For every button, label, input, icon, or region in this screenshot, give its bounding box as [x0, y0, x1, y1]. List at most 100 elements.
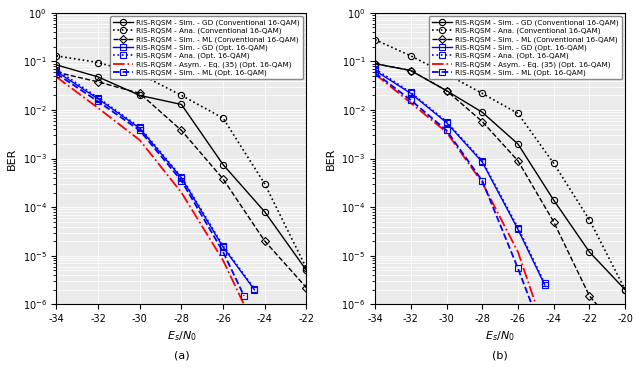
RIS-RQSM - Sim. - ML (Conventional 16-QAM) — [371, 62, 379, 66]
RIS-RQSM - Ana. (Conventional 16-QAM) — [94, 60, 102, 65]
RIS-RQSM - Sim. - ML (Opt. 16-QAM) — [136, 128, 143, 133]
RIS-RQSM - Sim. - ML (Conventional 16-QAM) — [94, 80, 102, 84]
RIS-RQSM - Sim. - GD (Opt. 16-QAM) — [220, 245, 227, 249]
Y-axis label: BER: BER — [326, 147, 335, 170]
RIS-RQSM - Asym. - Eq. (35) (Opt. 16-QAM) — [407, 100, 415, 105]
RIS-RQSM - Sim. - ML (Conventional 16-QAM) — [178, 128, 186, 133]
RIS-RQSM - Sim. - GD (Conventional 16-QAM) — [586, 250, 593, 254]
RIS-RQSM - Asym. - Eq. (35) (Opt. 16-QAM) — [532, 302, 540, 307]
RIS-RQSM - Sim. - GD (Conventional 16-QAM) — [407, 68, 415, 73]
Text: (b): (b) — [492, 351, 508, 361]
RIS-RQSM - Asym. - Eq. (35) (Opt. 16-QAM) — [52, 75, 60, 79]
RIS-RQSM - Sim. - GD (Conventional 16-QAM) — [178, 102, 186, 107]
RIS-RQSM - Sim. - ML (Opt. 16-QAM) — [478, 178, 486, 183]
RIS-RQSM - Sim. - GD (Conventional 16-QAM) — [478, 110, 486, 114]
RIS-RQSM - Ana. (Opt. 16-QAM) — [220, 244, 227, 248]
RIS-RQSM - Asym. - Eq. (35) (Opt. 16-QAM) — [220, 258, 227, 263]
RIS-RQSM - Sim. - ML (Opt. 16-QAM) — [443, 128, 451, 133]
RIS-RQSM - Sim. - ML (Conventional 16-QAM) — [621, 336, 629, 340]
RIS-RQSM - Sim. - ML (Opt. 16-QAM) — [240, 294, 248, 298]
RIS-RQSM - Sim. - GD (Conventional 16-QAM) — [550, 198, 557, 202]
RIS-RQSM - Sim. - ML (Opt. 16-QAM) — [514, 266, 522, 271]
RIS-RQSM - Asym. - Eq. (35) (Opt. 16-QAM) — [178, 190, 186, 195]
RIS-RQSM - Sim. - ML (Opt. 16-QAM) — [407, 98, 415, 102]
RIS-RQSM - Ana. (Conventional 16-QAM) — [220, 116, 227, 120]
Text: (a): (a) — [173, 351, 189, 361]
RIS-RQSM - Sim. - GD (Conventional 16-QAM) — [52, 63, 60, 67]
RIS-RQSM - Sim. - GD (Opt. 16-QAM) — [514, 227, 522, 232]
RIS-RQSM - Sim. - ML (Opt. 16-QAM) — [52, 71, 60, 76]
Line: RIS-RQSM - Ana. (Opt. 16-QAM): RIS-RQSM - Ana. (Opt. 16-QAM) — [372, 66, 548, 286]
RIS-RQSM - Asym. - Eq. (35) (Opt. 16-QAM) — [443, 130, 451, 134]
RIS-RQSM - Ana. (Opt. 16-QAM) — [136, 125, 143, 130]
RIS-RQSM - Sim. - GD (Opt. 16-QAM) — [371, 68, 379, 73]
RIS-RQSM - Ana. (Conventional 16-QAM) — [407, 54, 415, 58]
RIS-RQSM - Sim. - GD (Conventional 16-QAM) — [514, 142, 522, 146]
RIS-RQSM - Sim. - GD (Opt. 16-QAM) — [407, 91, 415, 96]
Legend: RIS-RQSM - Sim. - GD (Conventional 16-QAM), RIS-RQSM - Ana. (Conventional 16-QAM: RIS-RQSM - Sim. - GD (Conventional 16-QA… — [429, 16, 621, 79]
RIS-RQSM - Sim. - ML (Conventional 16-QAM) — [52, 70, 60, 75]
RIS-RQSM - Asym. - Eq. (35) (Opt. 16-QAM) — [240, 302, 248, 307]
RIS-RQSM - Sim. - GD (Conventional 16-QAM) — [303, 268, 310, 273]
Line: RIS-RQSM - Sim. - ML (Conventional 16-QAM): RIS-RQSM - Sim. - ML (Conventional 16-QA… — [53, 69, 310, 291]
RIS-RQSM - Sim. - ML (Opt. 16-QAM) — [371, 70, 379, 75]
RIS-RQSM - Sim. - ML (Conventional 16-QAM) — [586, 294, 593, 298]
RIS-RQSM - Sim. - ML (Conventional 16-QAM) — [407, 68, 415, 73]
RIS-RQSM - Ana. (Conventional 16-QAM) — [261, 182, 269, 186]
RIS-RQSM - Sim. - ML (Conventional 16-QAM) — [303, 285, 310, 290]
RIS-RQSM - Sim. - ML (Conventional 16-QAM) — [443, 88, 451, 93]
RIS-RQSM - Ana. (Conventional 16-QAM) — [514, 111, 522, 116]
RIS-RQSM - Sim. - ML (Opt. 16-QAM) — [94, 99, 102, 104]
RIS-RQSM - Sim. - ML (Conventional 16-QAM) — [220, 177, 227, 181]
Legend: RIS-RQSM - Sim. - GD (Conventional 16-QAM), RIS-RQSM - Ana. (Conventional 16-QAM: RIS-RQSM - Sim. - GD (Conventional 16-QA… — [110, 16, 303, 79]
Line: RIS-RQSM - Sim. - GD (Opt. 16-QAM): RIS-RQSM - Sim. - GD (Opt. 16-QAM) — [372, 68, 548, 288]
RIS-RQSM - Ana. (Opt. 16-QAM) — [94, 95, 102, 100]
RIS-RQSM - Sim. - ML (Conventional 16-QAM) — [478, 119, 486, 124]
RIS-RQSM - Ana. (Opt. 16-QAM) — [52, 68, 60, 72]
RIS-RQSM - Asym. - Eq. (35) (Opt. 16-QAM) — [136, 138, 143, 142]
RIS-RQSM - Sim. - GD (Conventional 16-QAM) — [136, 93, 143, 98]
RIS-RQSM - Asym. - Eq. (35) (Opt. 16-QAM) — [371, 72, 379, 76]
RIS-RQSM - Ana. (Opt. 16-QAM) — [407, 90, 415, 95]
Line: RIS-RQSM - Ana. (Conventional 16-QAM): RIS-RQSM - Ana. (Conventional 16-QAM) — [53, 53, 310, 272]
Line: RIS-RQSM - Ana. (Opt. 16-QAM): RIS-RQSM - Ana. (Opt. 16-QAM) — [53, 66, 257, 292]
RIS-RQSM - Sim. - ML (Conventional 16-QAM) — [550, 219, 557, 224]
RIS-RQSM - Ana. (Opt. 16-QAM) — [443, 119, 451, 124]
RIS-RQSM - Asym. - Eq. (35) (Opt. 16-QAM) — [478, 180, 486, 185]
RIS-RQSM - Ana. (Conventional 16-QAM) — [478, 91, 486, 96]
Line: RIS-RQSM - Sim. - GD (Conventional 16-QAM): RIS-RQSM - Sim. - GD (Conventional 16-QA… — [372, 60, 628, 293]
RIS-RQSM - Sim. - ML (Opt. 16-QAM) — [178, 178, 186, 183]
RIS-RQSM - Ana. (Opt. 16-QAM) — [541, 281, 548, 286]
Line: RIS-RQSM - Asym. - Eq. (35) (Opt. 16-QAM): RIS-RQSM - Asym. - Eq. (35) (Opt. 16-QAM… — [56, 77, 244, 304]
Line: RIS-RQSM - Sim. - ML (Conventional 16-QAM): RIS-RQSM - Sim. - ML (Conventional 16-QA… — [372, 60, 628, 342]
Line: RIS-RQSM - Asym. - Eq. (35) (Opt. 16-QAM): RIS-RQSM - Asym. - Eq. (35) (Opt. 16-QAM… — [375, 74, 536, 304]
RIS-RQSM - Ana. (Conventional 16-QAM) — [586, 217, 593, 222]
RIS-RQSM - Ana. (Conventional 16-QAM) — [136, 72, 143, 76]
RIS-RQSM - Sim. - GD (Conventional 16-QAM) — [94, 75, 102, 79]
RIS-RQSM - Sim. - GD (Opt. 16-QAM) — [136, 126, 143, 130]
RIS-RQSM - Sim. - GD (Conventional 16-QAM) — [443, 88, 451, 93]
Y-axis label: BER: BER — [7, 147, 17, 170]
RIS-RQSM - Sim. - GD (Conventional 16-QAM) — [371, 62, 379, 66]
RIS-RQSM - Sim. - ML (Conventional 16-QAM) — [261, 239, 269, 243]
RIS-RQSM - Sim. - ML (Conventional 16-QAM) — [514, 159, 522, 163]
RIS-RQSM - Sim. - GD (Opt. 16-QAM) — [250, 288, 258, 292]
RIS-RQSM - Ana. (Conventional 16-QAM) — [178, 93, 186, 98]
RIS-RQSM - Ana. (Opt. 16-QAM) — [178, 175, 186, 179]
X-axis label: $E_s/N_0$: $E_s/N_0$ — [485, 330, 515, 344]
RIS-RQSM - Sim. - GD (Opt. 16-QAM) — [478, 160, 486, 164]
RIS-RQSM - Ana. (Opt. 16-QAM) — [250, 286, 258, 291]
RIS-RQSM - Asym. - Eq. (35) (Opt. 16-QAM) — [514, 250, 522, 254]
RIS-RQSM - Sim. - ML (Conventional 16-QAM) — [136, 91, 143, 96]
RIS-RQSM - Sim. - ML (Opt. 16-QAM) — [220, 250, 227, 254]
RIS-RQSM - Ana. (Conventional 16-QAM) — [52, 54, 60, 58]
RIS-RQSM - Ana. (Opt. 16-QAM) — [514, 225, 522, 230]
X-axis label: $E_s/N_0$: $E_s/N_0$ — [166, 330, 196, 344]
RIS-RQSM - Asym. - Eq. (35) (Opt. 16-QAM) — [94, 106, 102, 110]
RIS-RQSM - Sim. - ML (Opt. 16-QAM) — [541, 336, 548, 340]
Line: RIS-RQSM - Sim. - ML (Opt. 16-QAM): RIS-RQSM - Sim. - ML (Opt. 16-QAM) — [53, 70, 247, 299]
RIS-RQSM - Ana. (Conventional 16-QAM) — [443, 72, 451, 76]
Line: RIS-RQSM - Sim. - GD (Conventional 16-QAM): RIS-RQSM - Sim. - GD (Conventional 16-QA… — [53, 62, 310, 273]
RIS-RQSM - Sim. - GD (Conventional 16-QAM) — [621, 288, 629, 292]
RIS-RQSM - Sim. - GD (Opt. 16-QAM) — [178, 176, 186, 180]
